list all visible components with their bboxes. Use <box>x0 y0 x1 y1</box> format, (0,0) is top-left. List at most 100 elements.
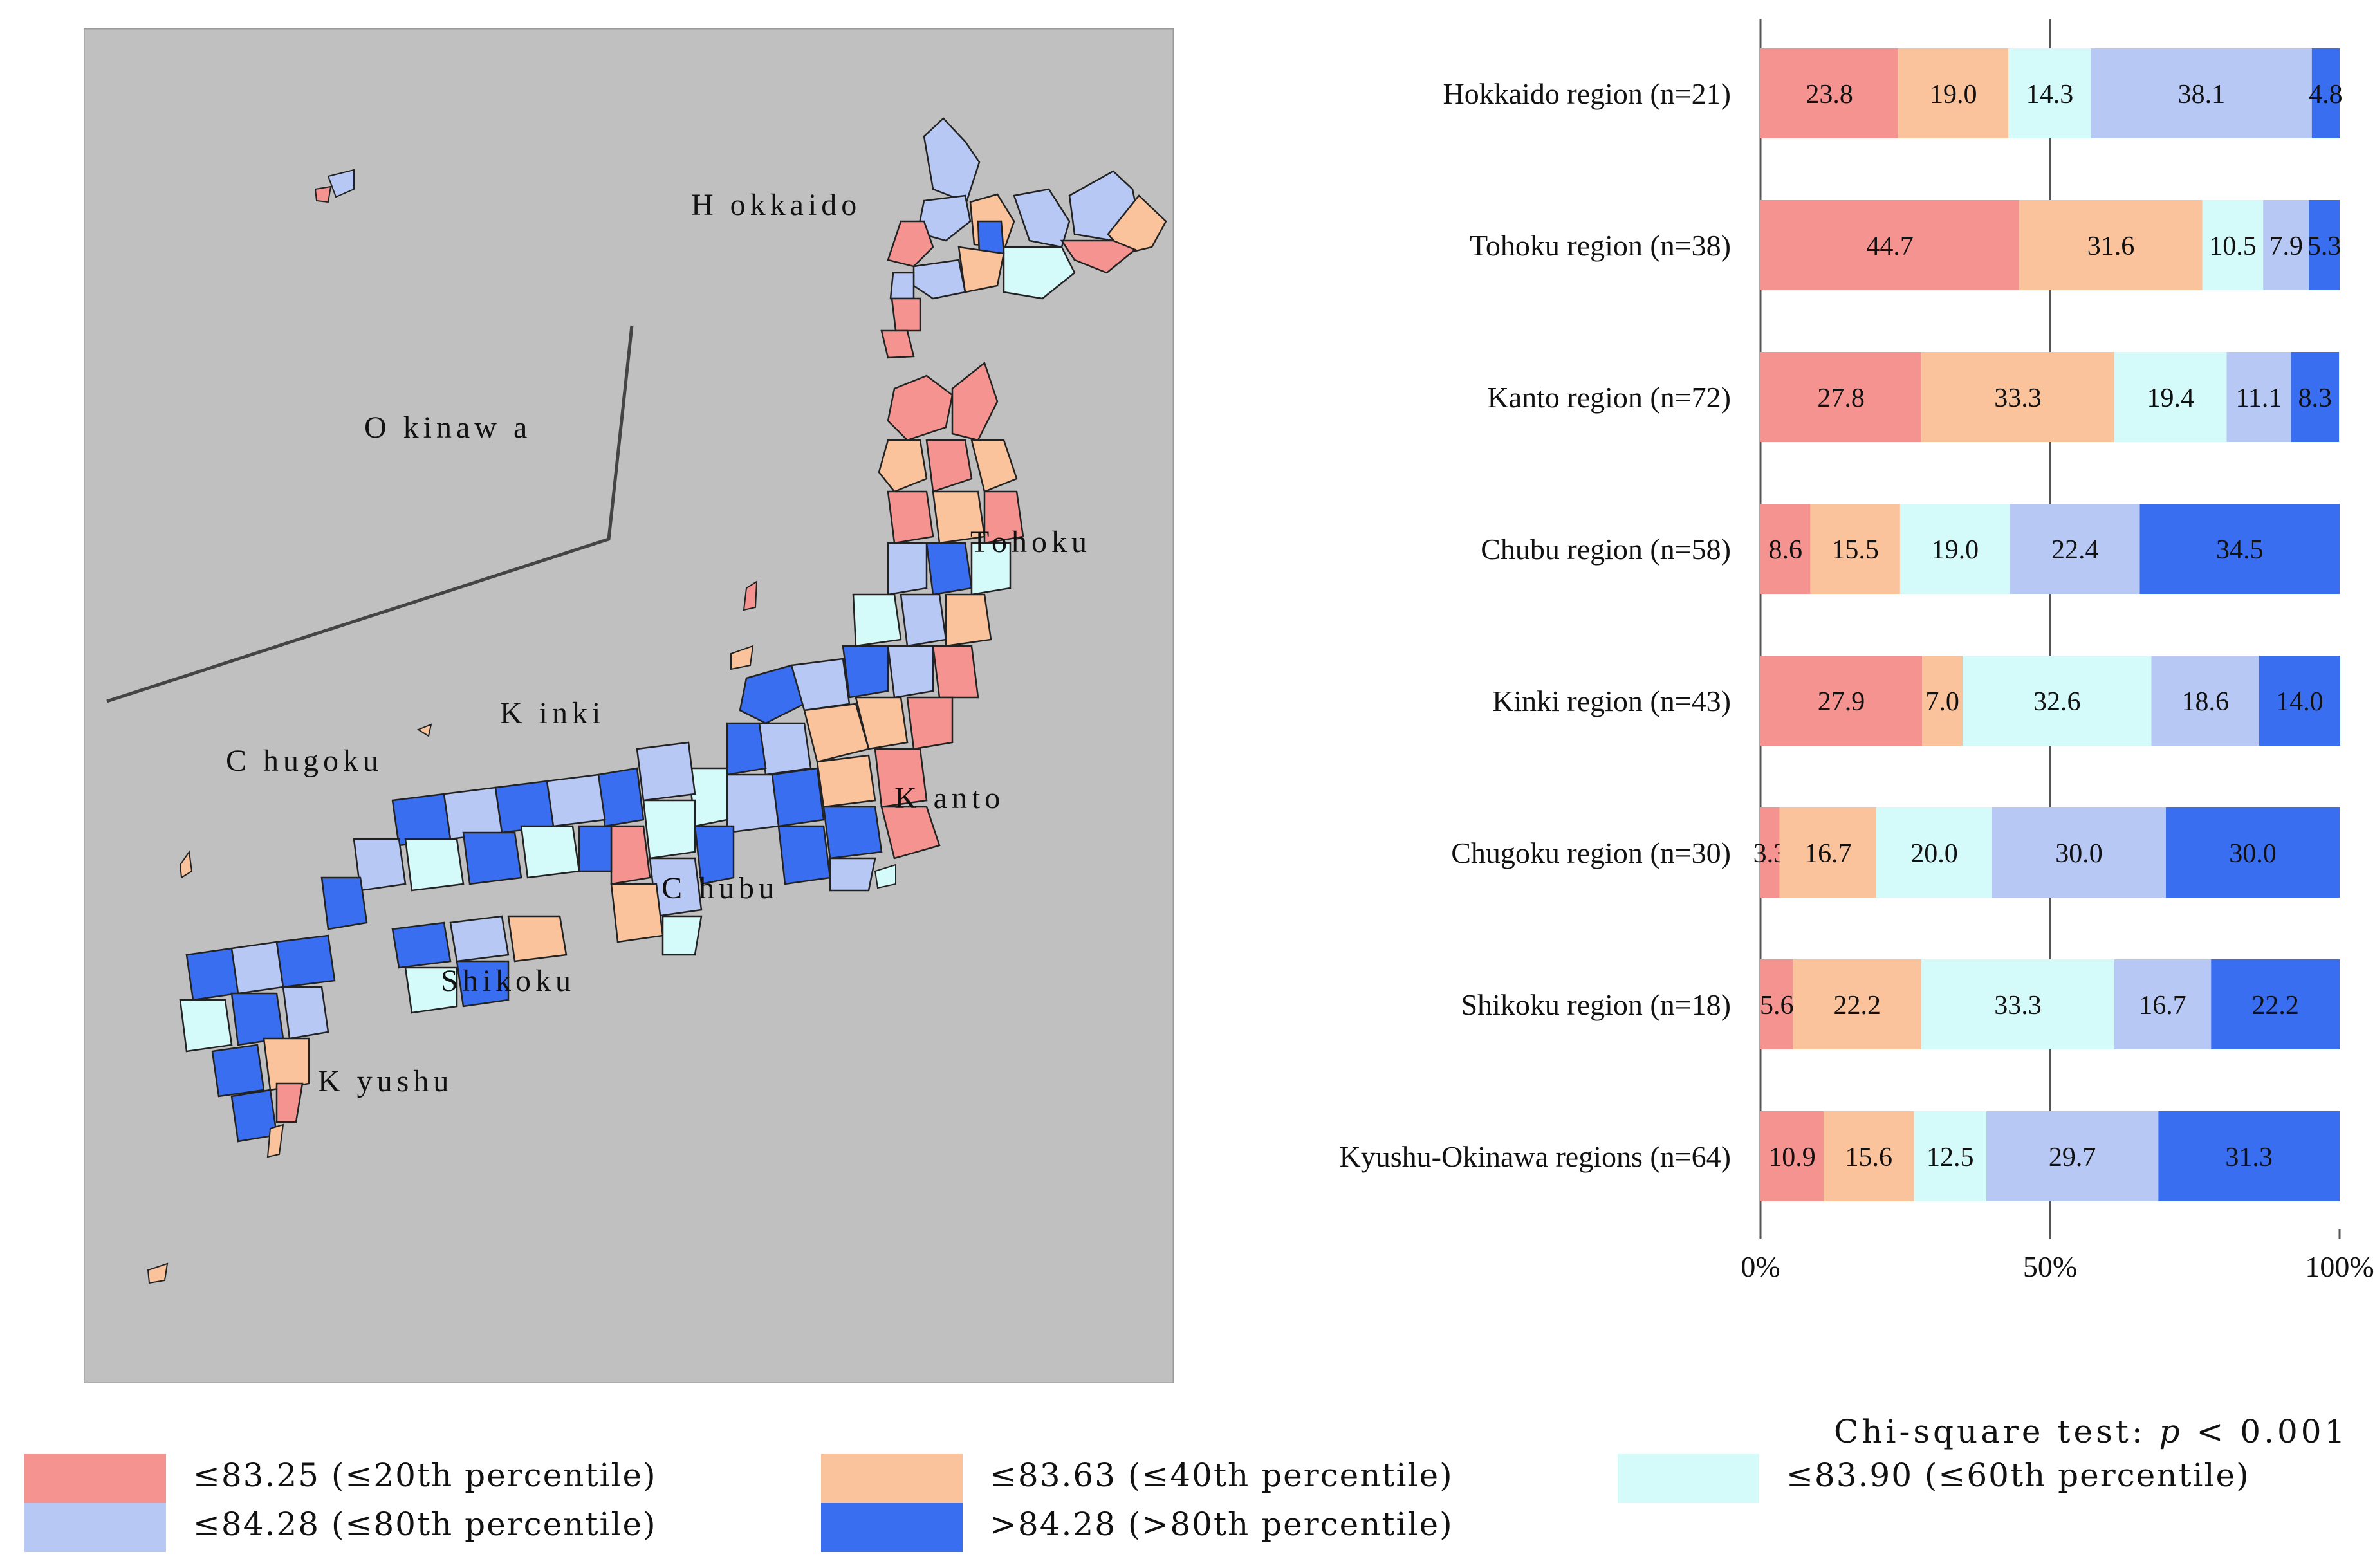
map-label-shikoku: Shikoku <box>441 964 575 998</box>
category-label: Hokkaido region (n=21) <box>1443 77 1731 110</box>
data-label: 18.6 <box>2181 687 2229 717</box>
japan-choropleth-map: H okkaido O kinaw a Tohoku K inki C hugo… <box>84 28 1174 1383</box>
kyushu-area <box>179 934 336 1143</box>
data-label: 23.8 <box>1806 80 1853 109</box>
p-symbol: p <box>2159 1413 2183 1450</box>
data-label: 7.0 <box>1925 687 1959 717</box>
bar-segment <box>1921 959 2114 1049</box>
data-label: 44.7 <box>1866 232 1914 261</box>
chi-square-suffix: < 0.001 <box>2183 1413 2349 1450</box>
data-label: 14.3 <box>2026 80 2074 109</box>
data-label: 5.3 <box>2307 232 2342 261</box>
bar-segment <box>2158 1111 2340 1201</box>
bar-segment <box>2139 504 2340 594</box>
bar-segment <box>1898 48 2009 138</box>
data-label: 8.3 <box>2298 383 2333 413</box>
category-label: Shikoku region (n=18) <box>1461 988 1731 1021</box>
bar-segment <box>2019 200 2203 290</box>
data-label: 22.2 <box>1834 991 1881 1020</box>
chugoku-area <box>320 773 613 930</box>
islands <box>147 169 896 1284</box>
bar-segment <box>1793 959 1922 1049</box>
bar-segment <box>1760 504 1811 594</box>
legend-label-p80: ≤84.28 (≤80th percentile) <box>193 1506 657 1543</box>
bar-segment <box>2166 807 2340 898</box>
bar-segment <box>1779 807 1876 898</box>
hokkaido-area <box>880 117 1167 359</box>
legend-swatch-p80 <box>24 1503 166 1552</box>
bar-segment <box>1922 656 1963 746</box>
okinawa-inset-divider <box>106 325 634 703</box>
chi-square-note: Chi-square test: p < 0.001 <box>1834 1413 2348 1450</box>
axis-layer: Hokkaido region (n=21) Tohoku region (n=3… <box>1340 77 2374 1283</box>
legend-label-p20: ≤83.25 (≤20th percentile) <box>193 1457 657 1494</box>
bar-segment <box>1876 807 1992 898</box>
category-label: Kanto region (n=72) <box>1487 381 1731 414</box>
data-label: 34.5 <box>2216 535 2264 565</box>
data-label: 27.9 <box>1818 687 1865 717</box>
bar-segment <box>2259 656 2340 746</box>
legend-label-gt80: >84.28 (>80th percentile) <box>990 1506 1454 1543</box>
legend-label-p60: ≤83.90 (≤60th percentile) <box>1786 1457 2250 1494</box>
bar-segment <box>1760 1111 1824 1201</box>
bar-segment <box>1899 504 2010 594</box>
legend-label-p40: ≤83.63 (≤40th percentile) <box>990 1457 1454 1494</box>
data-label: 16.7 <box>1804 839 1852 869</box>
bar-segment <box>1921 352 2114 442</box>
data-label: 10.9 <box>1768 1143 1816 1172</box>
legend-swatch-p40 <box>821 1454 963 1503</box>
data-label: 22.2 <box>2251 991 2299 1020</box>
tohoku-area <box>842 361 1024 699</box>
bar-segment <box>2263 200 2309 290</box>
data-label: 15.6 <box>1845 1143 1893 1172</box>
bar-segment <box>2211 959 2340 1049</box>
bar-segment <box>1760 48 1899 138</box>
legend-swatch-gt80 <box>821 1503 963 1552</box>
x-tick-label: 0% <box>1741 1250 1780 1283</box>
data-label: 7.9 <box>2269 232 2304 261</box>
data-label: 19.0 <box>1932 535 1979 565</box>
data-label: 5.6 <box>1760 991 1794 1020</box>
data-label: 38.1 <box>2178 80 2226 109</box>
category-label: Chugoku region (n=30) <box>1451 836 1731 869</box>
map-label-chubu: C hubu <box>661 871 779 905</box>
data-label: 30.0 <box>2229 839 2277 869</box>
category-label: Chubu region (n=58) <box>1481 533 1731 566</box>
bar-segment <box>1760 200 2020 290</box>
data-label: 30.0 <box>2055 839 2103 869</box>
bar-segment <box>1760 656 1923 746</box>
data-label: 8.6 <box>1768 535 1802 565</box>
bar-segment <box>1760 807 1780 898</box>
bar-segment <box>1963 656 2152 746</box>
bars-layer: 23.8 19.0 14.3 38.1 4.8 44.7 31.6 10.5 7.9 5.3 27.… <box>1753 48 2343 1201</box>
x-tick-label: 50% <box>2023 1250 2077 1283</box>
bar-segment <box>1760 352 1922 442</box>
x-tick-label: 100% <box>2305 1250 2374 1283</box>
map-label-chugoku: C hugoku <box>226 744 383 778</box>
map-label-kinki: K inki <box>500 696 605 730</box>
data-label: 20.0 <box>1910 839 1958 869</box>
data-label: 14.0 <box>2276 687 2324 717</box>
data-label: 31.3 <box>2225 1143 2273 1172</box>
data-label: 4.8 <box>2309 80 2343 109</box>
data-label: 11.1 <box>2235 383 2282 413</box>
legend-swatch-p60 <box>1618 1454 1759 1503</box>
bar-segment <box>2202 200 2264 290</box>
data-label: 12.5 <box>1927 1143 1974 1172</box>
bar-segment <box>2010 504 2140 594</box>
kinki-area <box>597 741 735 956</box>
bar-segment <box>2291 352 2340 442</box>
category-label: Kyushu-Okinawa regions (n=64) <box>1340 1140 1732 1173</box>
bar-segment <box>1760 959 1793 1049</box>
bar-segment <box>2311 48 2340 138</box>
bar-segment <box>1824 1111 1914 1201</box>
map-label-hokkaido: H okkaido <box>691 188 861 222</box>
data-label: 16.7 <box>2139 991 2186 1020</box>
bar-segment <box>1810 504 1900 594</box>
data-label: 22.4 <box>2051 535 2099 565</box>
bar-segment <box>2114 959 2212 1049</box>
map-label-kyushu: K yushu <box>318 1064 453 1098</box>
category-label: Kinki region (n=43) <box>1492 685 1731 717</box>
bar-segment <box>1986 1111 2159 1201</box>
map-label-tohoku: Tohoku <box>970 525 1091 559</box>
